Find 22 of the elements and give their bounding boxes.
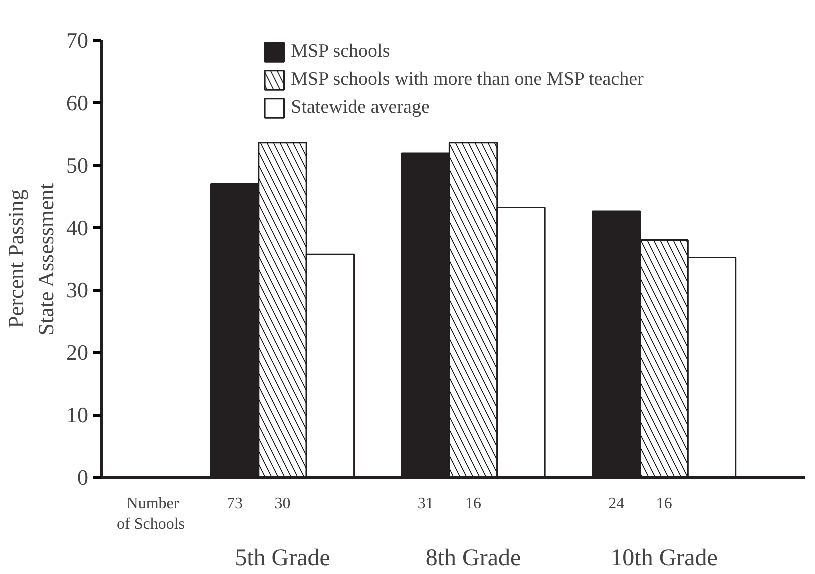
legend-label: MSP schools with more than one MSP teacher	[291, 69, 644, 91]
x-tick-label: 5th Grade	[235, 546, 330, 572]
y-tick-label: 0	[78, 465, 88, 490]
legend-label: Statewide average	[291, 97, 430, 119]
text: 16	[656, 496, 672, 512]
x-tick-label: 8th Grade	[426, 546, 522, 572]
text: 73	[227, 496, 244, 512]
y-tick-label: 20	[66, 340, 88, 366]
y-axis-title: Percent Passing State Assessment	[4, 184, 58, 336]
y-tick-label: 10	[66, 402, 88, 428]
legend-label: MSP schools	[291, 41, 390, 63]
y-tick-label: 60	[66, 90, 88, 116]
y-tick-label: 30	[66, 278, 88, 303]
text: 30	[274, 496, 291, 512]
y-tick-label: 70	[66, 28, 88, 53]
y-tick-label: 40	[66, 215, 88, 240]
text: Number of Schools	[117, 496, 186, 533]
y-tick-label: 50	[66, 152, 88, 178]
x-tick-label: 10th Grade	[610, 546, 718, 572]
text: 31	[418, 496, 434, 512]
text: 16	[466, 496, 482, 512]
text: 24	[608, 496, 625, 512]
